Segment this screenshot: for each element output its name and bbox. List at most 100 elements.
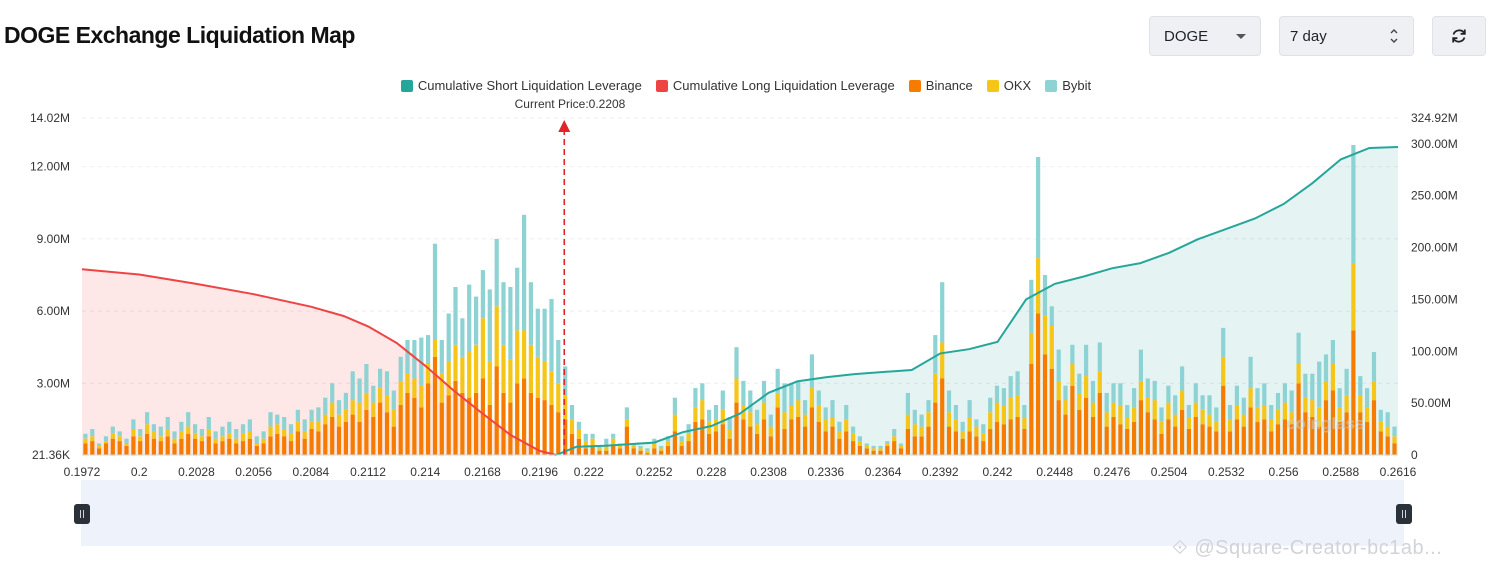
bar-segment [316, 431, 321, 456]
bar-segment [384, 371, 390, 396]
bar-segment [604, 438, 609, 446]
legend-item-okx[interactable]: OKX [986, 78, 1031, 93]
bar-segment [1351, 330, 1356, 456]
bar-segment [1159, 407, 1164, 422]
bar-segment [659, 445, 664, 449]
bar-segment [755, 433, 760, 456]
bar-segment [748, 390, 753, 413]
y-right-tick-label: 150.00M [1411, 292, 1458, 306]
bar-segment [474, 344, 479, 393]
refresh-button[interactable] [1432, 16, 1486, 56]
bar-segment [275, 414, 280, 425]
bar-segment [981, 433, 986, 441]
bar-segment [960, 431, 965, 439]
bar-segment [501, 282, 506, 345]
bar-segment [439, 402, 444, 456]
bar-segment [179, 431, 184, 439]
legend-item-bybit[interactable]: Bybit [1045, 78, 1091, 93]
bar-segment [124, 438, 129, 444]
bar-segment [892, 441, 897, 456]
bar-segment [1173, 395, 1178, 415]
bar-segment [1200, 395, 1205, 410]
slider-handle-right[interactable] [1396, 504, 1412, 524]
bar-segment [1015, 417, 1020, 456]
coinglass-watermark: coinglass [1286, 414, 1365, 433]
bar-segment [727, 429, 732, 439]
bar-segment [213, 438, 218, 444]
bar-segment [97, 443, 102, 446]
bar-segment [1330, 390, 1335, 456]
bar-segment [426, 383, 431, 456]
bar-segment [1358, 412, 1363, 456]
bar-segment [1310, 373, 1315, 401]
bar-segment [391, 426, 396, 456]
bar-segment [1193, 383, 1198, 403]
bar-segment [480, 270, 485, 319]
bar-segment [1255, 407, 1260, 422]
bar-segment [1392, 436, 1397, 444]
bar-segment [1282, 419, 1287, 456]
legend-item-short[interactable]: Cumulative Short Liquidation Leverage [400, 78, 642, 93]
legend-item-long[interactable]: Cumulative Long Liquidation Leverage [655, 78, 895, 93]
bar-segment [528, 392, 533, 456]
bar-segment [1097, 342, 1102, 372]
bar-segment [796, 417, 801, 456]
bar-segment [878, 448, 883, 451]
bar-segment [1234, 385, 1239, 405]
bar-segment [851, 426, 856, 434]
x-tick-label: 0.1972 [64, 465, 101, 479]
bar-segment [1200, 409, 1205, 425]
bar-segment [117, 431, 122, 437]
bar-segment [131, 436, 136, 456]
slider-handle-left[interactable] [74, 504, 90, 524]
bar-segment [1371, 380, 1377, 401]
range-slider[interactable] [81, 480, 1404, 546]
x-tick-label: 0.2056 [235, 465, 272, 479]
bar-segment [117, 441, 122, 456]
bar-segment [405, 392, 410, 456]
bar-segment [316, 421, 321, 432]
bar-segment [912, 409, 917, 425]
bar-segment [336, 414, 342, 427]
bar-segment [1145, 412, 1150, 456]
liquidation-chart: 0.1972 0.2 0.2028 0.2056 0.2084 0.2112 0.214 0.… [30, 111, 1458, 479]
bar-segment [542, 308, 547, 362]
current-price-label: Current Price:0.2208 [514, 97, 626, 111]
bar-segment [1337, 421, 1342, 456]
bar-segment [412, 378, 417, 398]
bar-segment [563, 366, 568, 396]
x-tick-label: 0.256 [1269, 465, 1299, 479]
bar-segment [1296, 364, 1301, 384]
bar-segment [988, 412, 993, 430]
coin-select[interactable]: DOGE [1149, 16, 1261, 56]
bar-segment [837, 421, 842, 432]
bar-segment [905, 392, 910, 415]
bar-segment [933, 335, 938, 374]
bar-segment [350, 414, 355, 456]
bar-segment [398, 380, 403, 405]
bar-segment [151, 424, 156, 432]
x-tick-label: 0.2616 [1380, 465, 1417, 479]
bar-segment [1186, 429, 1191, 456]
bar-segment [1166, 402, 1171, 420]
bar-segment [597, 450, 602, 456]
bar-segment [508, 402, 513, 456]
bar-segment [206, 429, 211, 437]
bar-segment [1275, 392, 1281, 410]
bar-segment [494, 238, 499, 307]
bar-segment [172, 438, 177, 444]
bar-segment [905, 414, 910, 429]
bar-segment [686, 441, 691, 456]
bar-segment [583, 433, 588, 441]
bar-segment [110, 433, 115, 439]
period-select[interactable]: 7 day [1279, 16, 1414, 56]
bar-segment [549, 405, 554, 456]
bar-segment [357, 421, 362, 456]
legend-item-binance[interactable]: Binance [908, 78, 973, 93]
bar-segment [446, 361, 451, 396]
bar-segment [878, 450, 883, 456]
bar-segment [1275, 409, 1281, 425]
bar-segment [755, 424, 760, 434]
bar-segment [583, 448, 588, 456]
bar-segment [1330, 340, 1335, 365]
